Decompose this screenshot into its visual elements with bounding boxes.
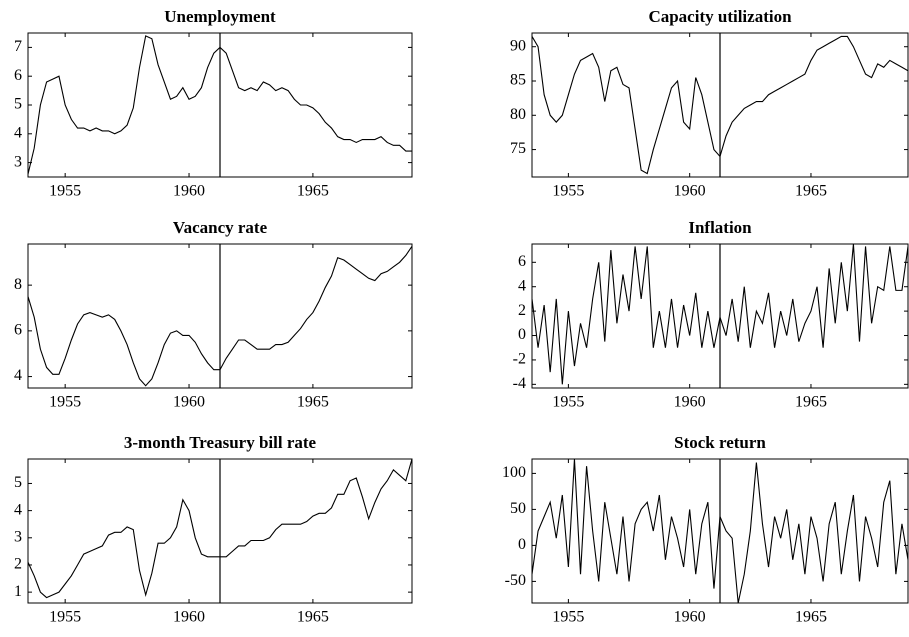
y-tick-label: -50 (505, 572, 526, 589)
y-tick-label: 2 (518, 302, 526, 319)
y-tick-label: 6 (518, 253, 526, 270)
y-tick-label: 4 (518, 277, 526, 294)
y-tick-label: 50 (510, 500, 526, 517)
y-tick-label: -4 (513, 375, 526, 392)
x-tick-label: 1960 (674, 183, 706, 200)
x-tick-label: 1955 (49, 183, 81, 200)
subplot: Unemployment 3 4 5 6 7 1955 1960 1965 (14, 7, 413, 200)
subplot-title: Vacancy rate (173, 218, 268, 237)
subplot-title: Stock return (674, 433, 766, 452)
y-tick-label: 4 (14, 124, 22, 141)
y-tick-label: 4 (14, 501, 22, 518)
x-tick-label: 1960 (173, 183, 205, 200)
x-tick-label: 1955 (49, 394, 81, 411)
subplot: Inflation -4 -2 0 2 4 6 1955 1960 1965 (513, 218, 909, 411)
x-tick-label: 1965 (297, 183, 329, 200)
y-tick-label: 0 (518, 326, 526, 343)
subplot: Capacity utilization 75 80 85 90 1955 1960 1965 (510, 7, 909, 200)
y-tick-label: 7 (14, 38, 22, 55)
y-tick-label: 4 (14, 367, 22, 384)
x-tick-label: 1955 (49, 609, 81, 626)
x-tick-label: 1960 (674, 609, 706, 626)
y-tick-label: 6 (14, 67, 22, 84)
y-tick-label: 6 (14, 322, 22, 339)
subplot: Vacancy rate 4 6 8 1955 1960 1965 (14, 218, 413, 411)
y-tick-label: 75 (510, 140, 526, 157)
x-tick-label: 1965 (795, 183, 827, 200)
x-tick-label: 1965 (795, 609, 827, 626)
y-tick-label: 8 (14, 276, 22, 293)
subplot: Stock return -50 0 50 100 1955 1960 1965 (502, 433, 909, 626)
x-tick-label: 1955 (552, 394, 584, 411)
subplot-title: Capacity utilization (648, 7, 792, 26)
y-tick-label: 5 (14, 96, 22, 113)
x-tick-label: 1965 (795, 394, 827, 411)
y-tick-label: 90 (510, 37, 526, 54)
subplot-title: Unemployment (164, 7, 276, 26)
y-tick-label: 100 (502, 464, 526, 481)
x-tick-label: 1960 (674, 394, 706, 411)
x-tick-label: 1965 (297, 394, 329, 411)
y-tick-label: 80 (510, 106, 526, 123)
y-tick-label: 1 (14, 583, 22, 600)
y-tick-label: 3 (14, 528, 22, 545)
x-tick-label: 1965 (297, 609, 329, 626)
subplot: 3-month Treasury bill rate 1 2 3 4 5 1955 1960 1… (14, 433, 413, 626)
x-tick-label: 1955 (552, 183, 584, 200)
x-tick-label: 1960 (173, 394, 205, 411)
subplot-title: Inflation (688, 218, 752, 237)
y-tick-label: 2 (14, 556, 22, 573)
y-tick-label: 85 (510, 72, 526, 89)
x-tick-label: 1960 (173, 609, 205, 626)
y-tick-label: 5 (14, 474, 22, 491)
x-tick-label: 1955 (552, 609, 584, 626)
y-tick-label: 0 (518, 536, 526, 553)
subplot-title: 3-month Treasury bill rate (124, 433, 317, 452)
y-tick-label: -2 (513, 351, 526, 368)
y-tick-label: 3 (14, 153, 22, 170)
